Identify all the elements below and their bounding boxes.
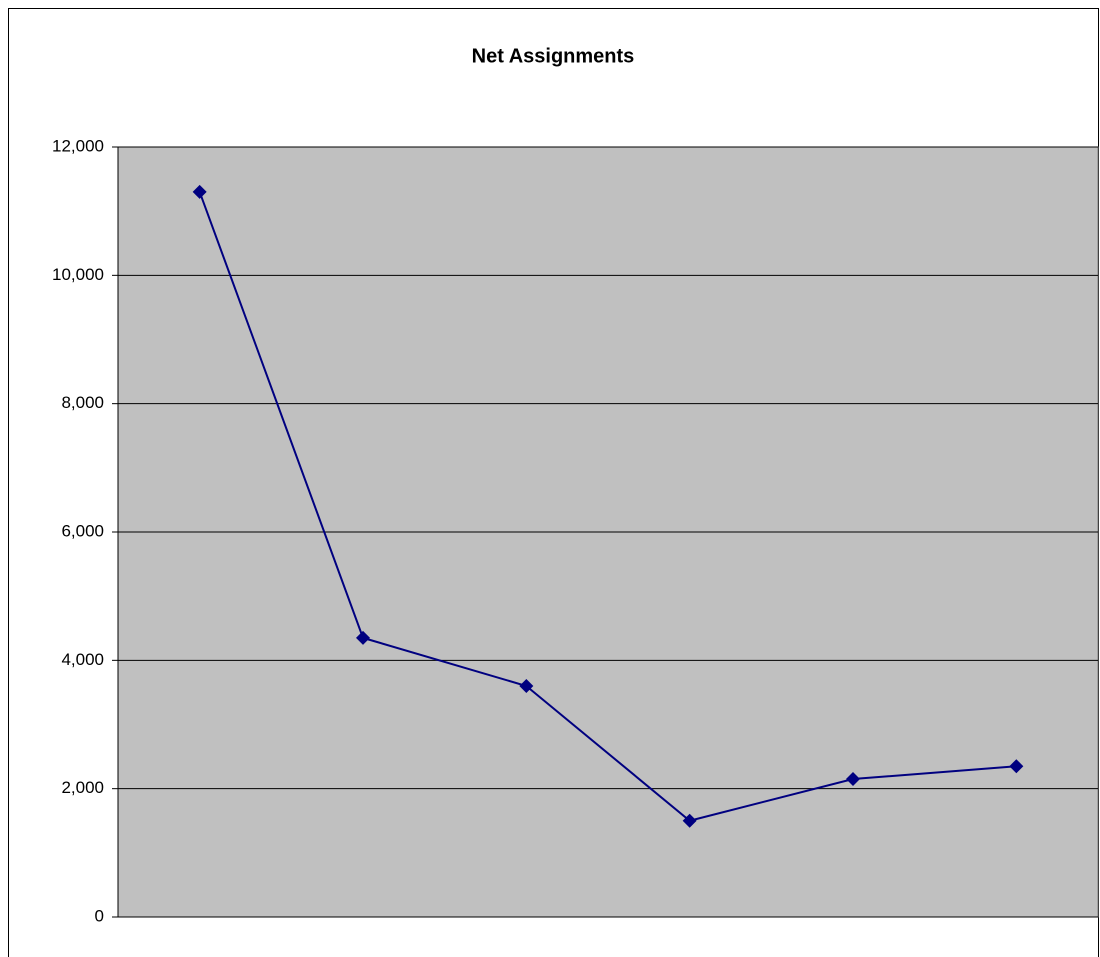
y-tick-label: 2,000 (61, 778, 104, 797)
y-tick-label: 10,000 (52, 265, 104, 284)
y-tick-label: 4,000 (61, 650, 104, 669)
data-point (356, 630, 370, 645)
chart-title: Net Assignments (472, 45, 635, 67)
data-point (682, 813, 697, 828)
y-tick-label: 6,000 (61, 521, 104, 540)
y-tick-label: 12,000 (52, 136, 104, 155)
data-point (519, 679, 534, 693)
data-point (846, 772, 860, 787)
data-point (1009, 759, 1024, 774)
data-point (192, 184, 207, 199)
y-tick-label: 0 (95, 906, 104, 925)
y-tick-label: 8,000 (61, 393, 104, 412)
series-line (198, 191, 1017, 822)
